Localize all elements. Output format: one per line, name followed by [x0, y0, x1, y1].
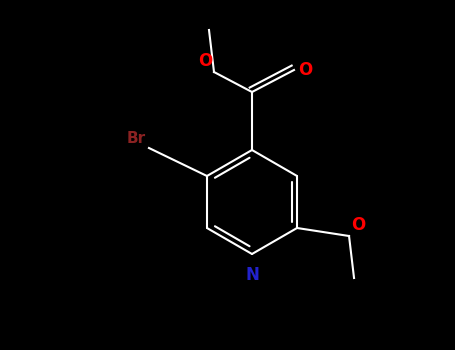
Text: O: O — [298, 61, 312, 79]
Text: N: N — [245, 266, 259, 284]
Text: Br: Br — [127, 131, 146, 146]
Text: O: O — [198, 52, 212, 70]
Text: O: O — [351, 216, 365, 234]
